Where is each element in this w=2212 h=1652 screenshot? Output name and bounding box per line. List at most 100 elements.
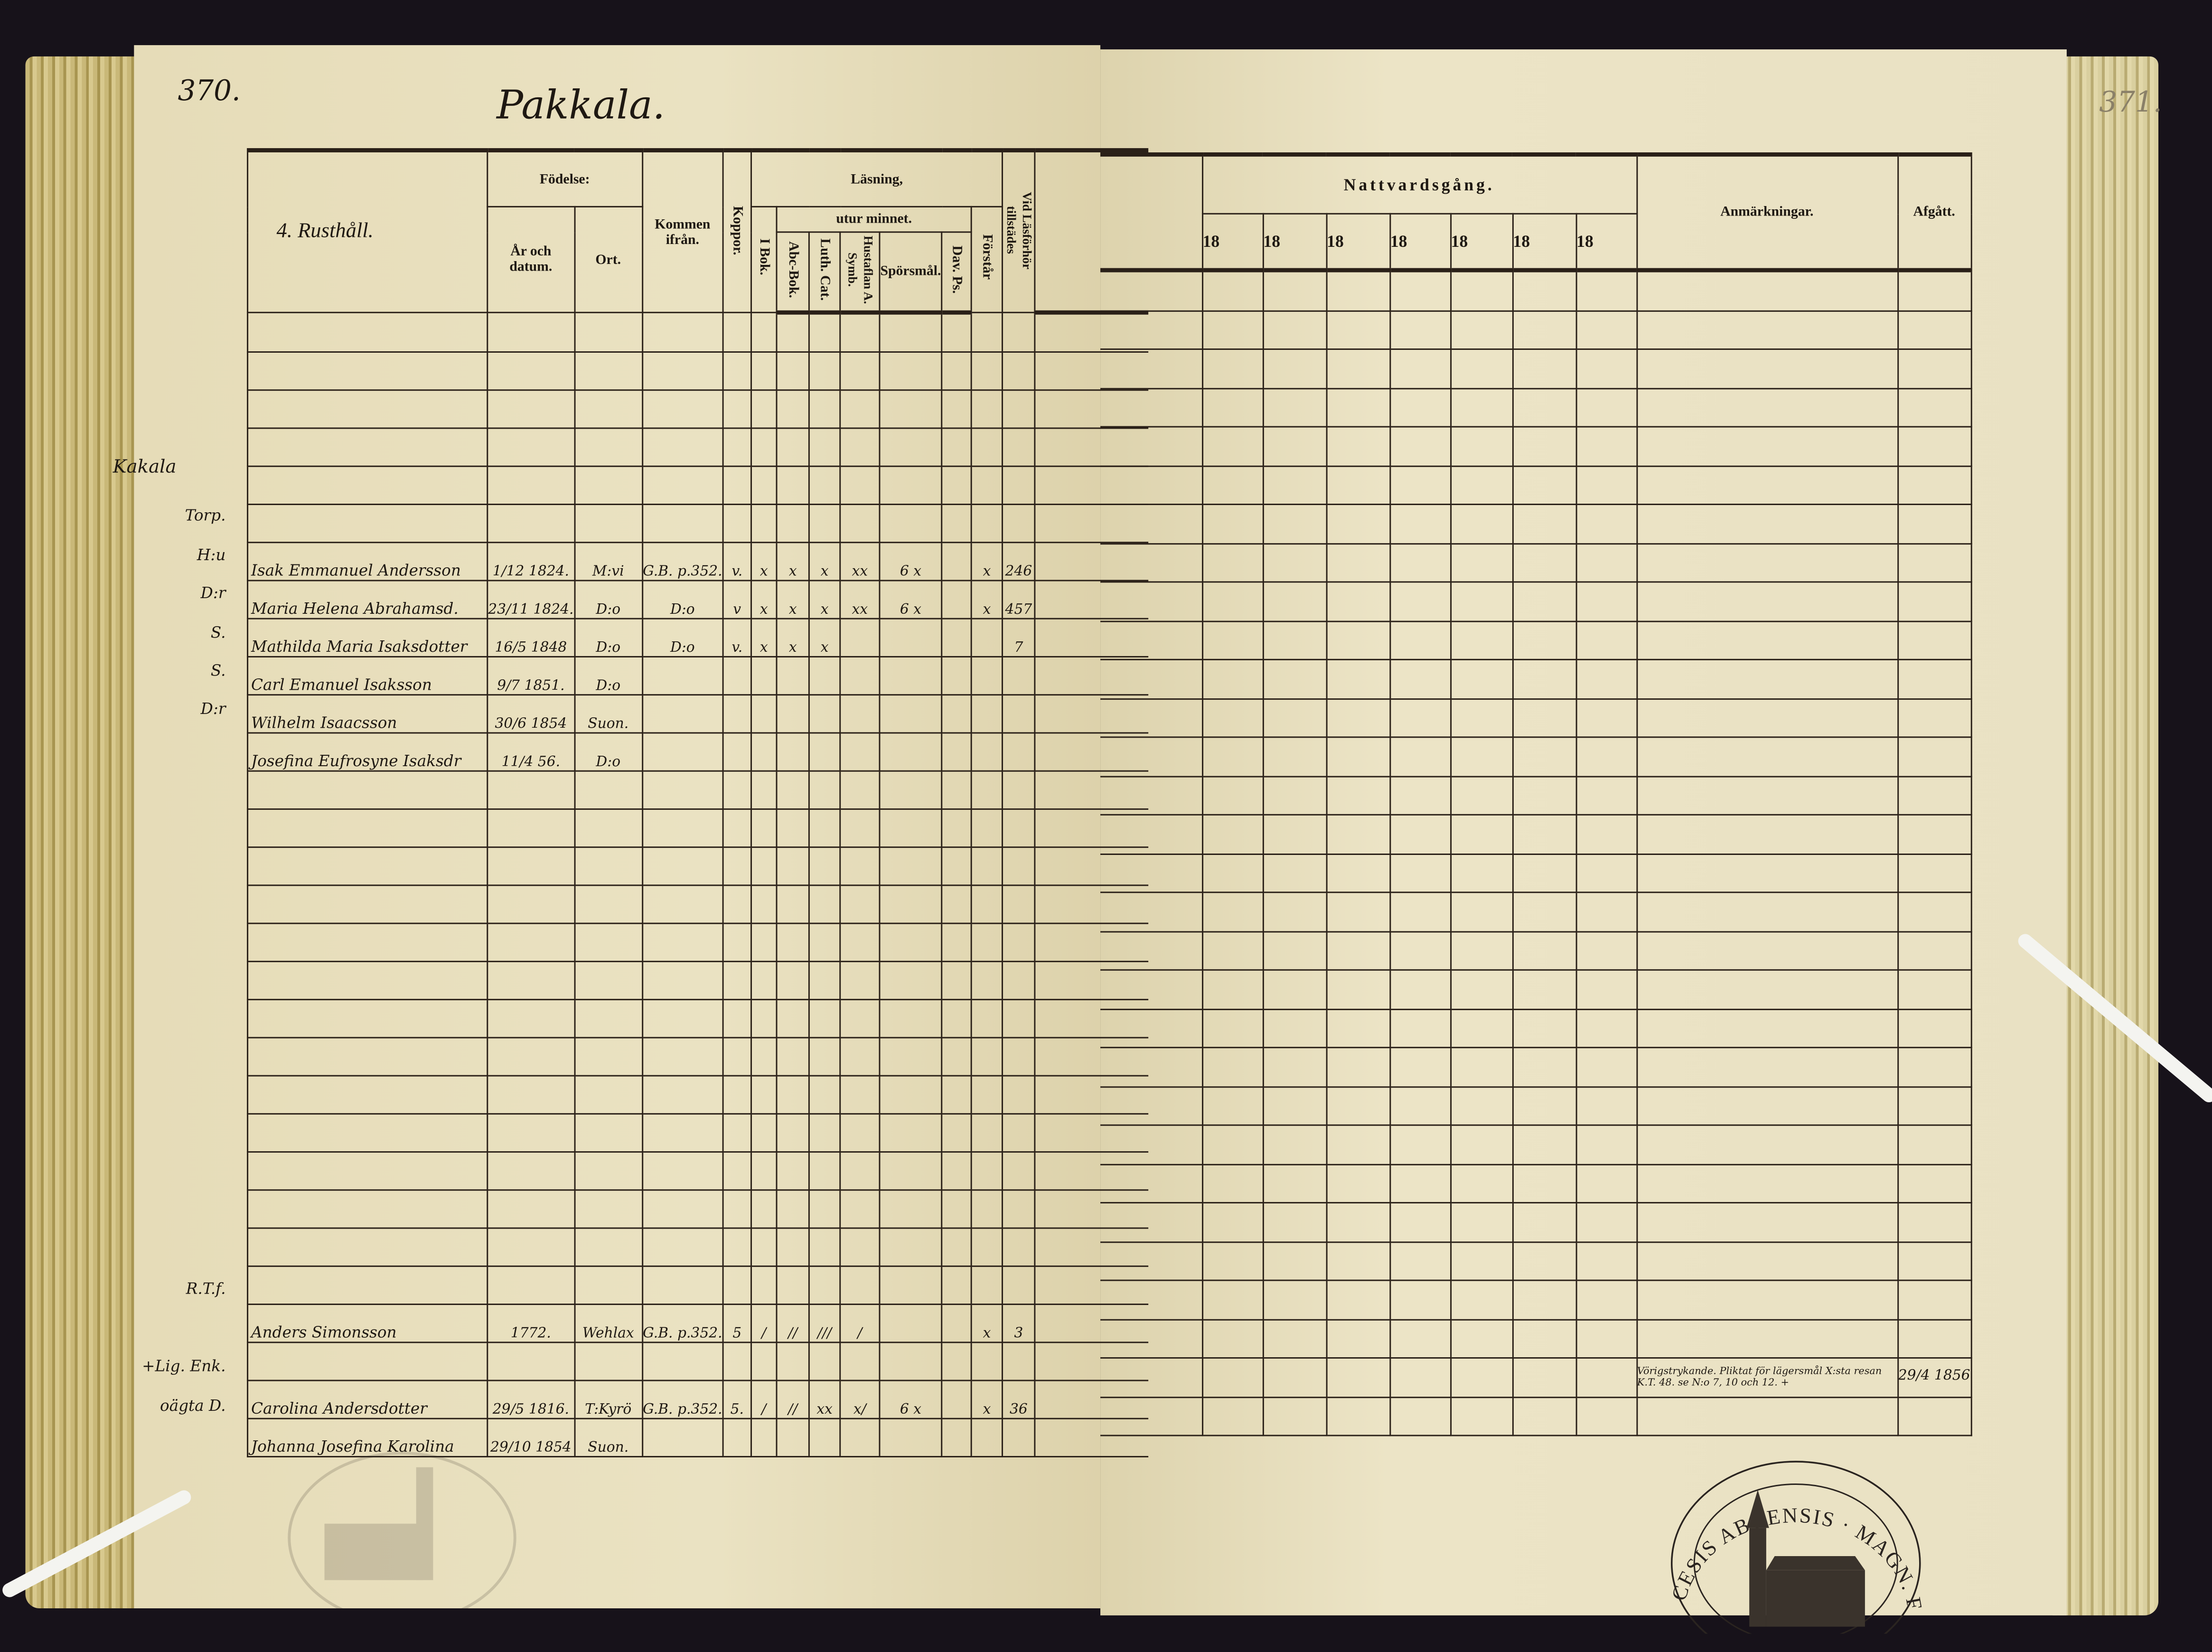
person-name: Carolina Andersdotter bbox=[247, 1380, 488, 1419]
cell-forstar bbox=[970, 619, 1003, 657]
empty-row bbox=[1100, 737, 1972, 777]
cell-born: 30/6 1854 bbox=[487, 695, 575, 734]
cell-luth: xx bbox=[808, 1380, 841, 1419]
header-forstar: Förstår bbox=[970, 206, 1003, 313]
register-row: Johanna Josefina Karolina 29/10 1854 Suon. bbox=[247, 1418, 1148, 1458]
register-row: Wilhelm Isaacsson 30/6 1854 Suon. bbox=[247, 695, 1148, 734]
register-row: Carolina Andersdotter 29/5 1816. T:Kyrö G.B… bbox=[247, 1380, 1148, 1419]
cell-from: G.B. p.352. bbox=[641, 542, 724, 582]
header-afgatt: Afgått. bbox=[1896, 152, 1972, 272]
empty-row bbox=[1100, 543, 1972, 583]
empty-row bbox=[247, 390, 1148, 429]
empty-row bbox=[247, 1342, 1148, 1381]
cell-from bbox=[641, 1418, 724, 1458]
cell-vid bbox=[1002, 657, 1036, 696]
cell-koppor: v. bbox=[722, 542, 752, 582]
cell-luth bbox=[808, 695, 841, 734]
empty-row bbox=[1100, 427, 1972, 467]
cell-hust bbox=[839, 657, 881, 696]
year-column-header: 18 bbox=[1575, 213, 1637, 272]
cell-hust bbox=[839, 619, 881, 657]
empty-row bbox=[1100, 1319, 1972, 1359]
person-name: Maria Helena Abrahamsd. bbox=[247, 580, 488, 620]
household-role: R.T.f. bbox=[186, 1280, 226, 1299]
household-role: S. bbox=[210, 661, 226, 680]
cell-koppor bbox=[722, 1418, 752, 1458]
header-abc-bok: Abc-Bok. bbox=[776, 231, 810, 315]
empty-row bbox=[1100, 1241, 1972, 1281]
empty-row bbox=[247, 961, 1148, 1001]
empty-row bbox=[1100, 582, 1972, 622]
cell-koppor bbox=[722, 732, 752, 772]
bleed-through-stamp bbox=[288, 1452, 516, 1609]
cell-forstar bbox=[970, 1418, 1003, 1458]
person-name: Carl Emanuel Isaksson bbox=[247, 657, 488, 696]
household-role: Torp. bbox=[185, 507, 226, 526]
household-role: oägta D. bbox=[159, 1396, 226, 1415]
header-luth-cat: Luth. Cat. bbox=[808, 231, 841, 315]
empty-row bbox=[1100, 698, 1972, 738]
header-ar-och-datum: År och datum. bbox=[487, 206, 575, 313]
cell-from: G.B. p.352. bbox=[641, 1380, 724, 1419]
cell-koppor: v. bbox=[722, 619, 752, 657]
register-row: Mathilda Maria Isaksdotter 16/5 1848 D:o D:… bbox=[247, 619, 1148, 657]
cell-spors: 6 x bbox=[879, 580, 943, 620]
empty-row bbox=[1100, 388, 1972, 428]
cell-dav bbox=[941, 580, 972, 620]
cell-i-bok: x bbox=[750, 542, 778, 582]
cell-place: D:o bbox=[573, 657, 643, 696]
empty-row bbox=[1100, 970, 1972, 1010]
cell-hust: x/ bbox=[839, 1380, 881, 1419]
cell-vid: 246 bbox=[1002, 542, 1036, 582]
page-number-right: 371. bbox=[2099, 84, 2162, 119]
cell-luth: x bbox=[808, 580, 841, 620]
person-name: Wilhelm Isaacsson bbox=[247, 695, 488, 734]
cell-dav bbox=[941, 542, 972, 582]
cell-i-bok: x bbox=[750, 580, 778, 620]
empty-row bbox=[247, 504, 1148, 544]
empty-row bbox=[247, 809, 1148, 848]
cell-from: D:o bbox=[641, 580, 724, 620]
cell-born: 29/5 1816. bbox=[487, 1380, 575, 1419]
empty-row bbox=[1100, 310, 1972, 350]
cell-spors bbox=[879, 695, 943, 734]
header-sporsmal: Spörsmål. bbox=[879, 231, 943, 315]
empty-row bbox=[247, 1228, 1148, 1267]
cell-from bbox=[641, 657, 724, 696]
header-koppor: Koppor. bbox=[722, 148, 752, 313]
cell-hust: xx bbox=[839, 542, 881, 582]
cell-forstar: x bbox=[970, 580, 1003, 620]
cell-hust bbox=[839, 695, 881, 734]
cell-vid: 3 bbox=[1002, 1304, 1036, 1343]
header-vid-lasforhor: Vid Läsförhör tillstädes bbox=[1002, 148, 1036, 313]
empty-row bbox=[1100, 892, 1972, 932]
cell-dav bbox=[941, 732, 972, 772]
person-name: Josefina Eufrosyne Isaksdr bbox=[247, 732, 488, 772]
header-kommen-ifran: Kommen ifrån. bbox=[641, 148, 724, 313]
cell-born: 9/7 1851. bbox=[487, 657, 575, 696]
empty-row bbox=[1100, 1125, 1972, 1165]
cell-koppor bbox=[722, 695, 752, 734]
cell-dav bbox=[941, 1380, 972, 1419]
cell-i-bok bbox=[750, 695, 778, 734]
cell-luth: x bbox=[808, 619, 841, 657]
cell-dav bbox=[941, 1418, 972, 1458]
register-row: Vörigstrykande. Pliktat för lägersmål X:… bbox=[1100, 1358, 1972, 1398]
empty-row bbox=[1100, 1008, 1972, 1049]
cell-hust bbox=[839, 732, 881, 772]
header-i-bok: I Bok. bbox=[750, 206, 778, 313]
empty-row bbox=[1100, 1397, 1972, 1436]
cell-koppor: 5 bbox=[722, 1304, 752, 1343]
cell-from: G.B. p.352. bbox=[641, 1304, 724, 1343]
cell-born: 29/10 1854 bbox=[487, 1418, 575, 1458]
cell-luth: x bbox=[808, 542, 841, 582]
cell-koppor: v bbox=[722, 580, 752, 620]
cell-born: 1772. bbox=[487, 1304, 575, 1343]
right-register-table: Nattvardsgång. Anmärkningar. Afgått. 18 1… bbox=[1100, 152, 1972, 1436]
empty-row bbox=[247, 428, 1148, 467]
cell-spors bbox=[879, 657, 943, 696]
village-title: Pakkala. bbox=[497, 82, 665, 129]
year-column-header: 18 bbox=[1511, 213, 1577, 272]
cell-forstar: x bbox=[970, 1380, 1003, 1419]
cell-forstar bbox=[970, 732, 1003, 772]
